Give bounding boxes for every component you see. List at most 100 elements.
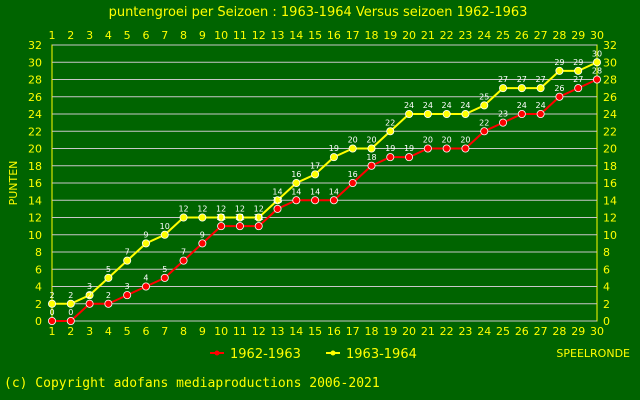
data-label: 19 xyxy=(404,144,414,153)
data-label: 20 xyxy=(366,136,376,145)
x-tick-label-bottom: 3 xyxy=(86,325,93,338)
data-label: 25 xyxy=(479,92,489,101)
data-label: 2 xyxy=(87,291,92,300)
x-tick-label-top: 21 xyxy=(421,29,435,42)
data-label: 22 xyxy=(385,118,395,127)
data-label: 13 xyxy=(272,196,282,205)
x-tick-label-top: 4 xyxy=(105,29,112,42)
x-tick-label-bottom: 16 xyxy=(327,325,341,338)
x-tick-label-bottom: 14 xyxy=(289,325,303,338)
legend: 1962-1963 1963-1964 xyxy=(210,347,417,362)
data-label: 27 xyxy=(498,75,508,84)
y-tick-label-left: 4 xyxy=(35,281,42,294)
y-tick-label-right: 30 xyxy=(603,56,617,69)
x-tick-label-top: 2 xyxy=(67,29,74,42)
y-tick-label-left: 20 xyxy=(28,143,42,156)
data-label: 3 xyxy=(87,282,92,291)
data-point xyxy=(292,196,301,205)
data-label: 5 xyxy=(162,265,167,274)
x-tick-label-top: 20 xyxy=(402,29,416,42)
data-label: 12 xyxy=(178,205,188,214)
x-tick-label-top: 30 xyxy=(590,29,604,42)
data-label: 24 xyxy=(442,101,452,110)
x-tick-label-top: 15 xyxy=(308,29,322,42)
data-point xyxy=(48,316,57,325)
data-label: 23 xyxy=(498,110,508,119)
data-label: 0 xyxy=(49,308,54,317)
chart-title: puntengroei per Seizoen : 1963-1964 Vers… xyxy=(109,5,528,20)
data-point xyxy=(574,66,583,75)
y-tick-label-left: 32 xyxy=(28,39,42,52)
data-label: 19 xyxy=(329,144,339,153)
data-point xyxy=(160,230,169,239)
y-tick-label-left: 2 xyxy=(35,298,42,311)
y-tick-label-left: 22 xyxy=(28,125,42,138)
data-label: 12 xyxy=(197,205,207,214)
x-tick-label-bottom: 8 xyxy=(180,325,187,338)
x-tick-label-top: 22 xyxy=(440,29,454,42)
data-point xyxy=(367,144,376,153)
data-point xyxy=(480,127,489,136)
data-point xyxy=(217,213,226,222)
data-label: 14 xyxy=(291,187,301,196)
x-tick-label-bottom: 30 xyxy=(590,325,604,338)
data-point xyxy=(235,222,244,231)
data-point xyxy=(329,196,338,205)
x-tick-label-bottom: 25 xyxy=(496,325,510,338)
data-point xyxy=(198,213,207,222)
y-tick-label-left: 8 xyxy=(35,246,42,259)
copyright-text: (c) Copyright adofans mediaproductions 2… xyxy=(4,376,380,391)
data-label: 14 xyxy=(272,187,282,196)
data-point xyxy=(348,178,357,187)
x-tick-label-top: 8 xyxy=(180,29,187,42)
data-label: 20 xyxy=(460,136,470,145)
y-tick-label-left: 28 xyxy=(28,74,42,87)
data-point xyxy=(536,84,545,93)
data-label: 2 xyxy=(49,291,54,300)
data-point xyxy=(273,204,282,213)
data-point xyxy=(348,144,357,153)
data-label: 11 xyxy=(235,213,245,222)
x-tick-label-top: 16 xyxy=(327,29,341,42)
y-tick-label-left: 14 xyxy=(28,194,42,207)
data-point xyxy=(217,222,226,231)
y-tick-label-right: 12 xyxy=(603,212,617,225)
x-tick-label-top: 18 xyxy=(364,29,378,42)
data-point xyxy=(292,178,301,187)
data-label: 24 xyxy=(404,101,414,110)
x-tick-label-top: 6 xyxy=(142,29,149,42)
data-label: 20 xyxy=(423,136,433,145)
data-point xyxy=(367,161,376,170)
y-tick-label-right: 18 xyxy=(603,160,617,173)
y-tick-label-left: 24 xyxy=(28,108,42,121)
data-label: 2 xyxy=(68,291,73,300)
data-point xyxy=(104,273,113,282)
data-point xyxy=(593,58,602,67)
data-point xyxy=(499,84,508,93)
y-tick-label-right: 2 xyxy=(603,298,610,311)
data-label: 28 xyxy=(592,67,602,76)
data-point xyxy=(405,153,414,162)
x-tick-label-bottom: 10 xyxy=(214,325,228,338)
data-point xyxy=(48,299,57,308)
x-tick-label-top: 12 xyxy=(252,29,266,42)
data-point xyxy=(405,110,414,119)
x-tick-label-bottom: 23 xyxy=(458,325,472,338)
data-point xyxy=(536,110,545,119)
x-tick-label-top: 19 xyxy=(383,29,397,42)
data-label: 29 xyxy=(554,58,564,67)
x-axis-label: SPEELRONDE xyxy=(556,347,630,360)
data-point xyxy=(235,213,244,222)
y-tick-label-left: 0 xyxy=(35,315,42,328)
x-tick-label-bottom: 15 xyxy=(308,325,322,338)
y-axis-label: PUNTEN xyxy=(7,161,20,206)
y-tick-label-right: 4 xyxy=(603,281,610,294)
x-tick-label-top: 1 xyxy=(49,29,56,42)
data-label: 27 xyxy=(536,75,546,84)
x-tick-label-bottom: 17 xyxy=(346,325,360,338)
data-label: 24 xyxy=(460,101,470,110)
data-point xyxy=(442,110,451,119)
data-point xyxy=(555,92,564,101)
